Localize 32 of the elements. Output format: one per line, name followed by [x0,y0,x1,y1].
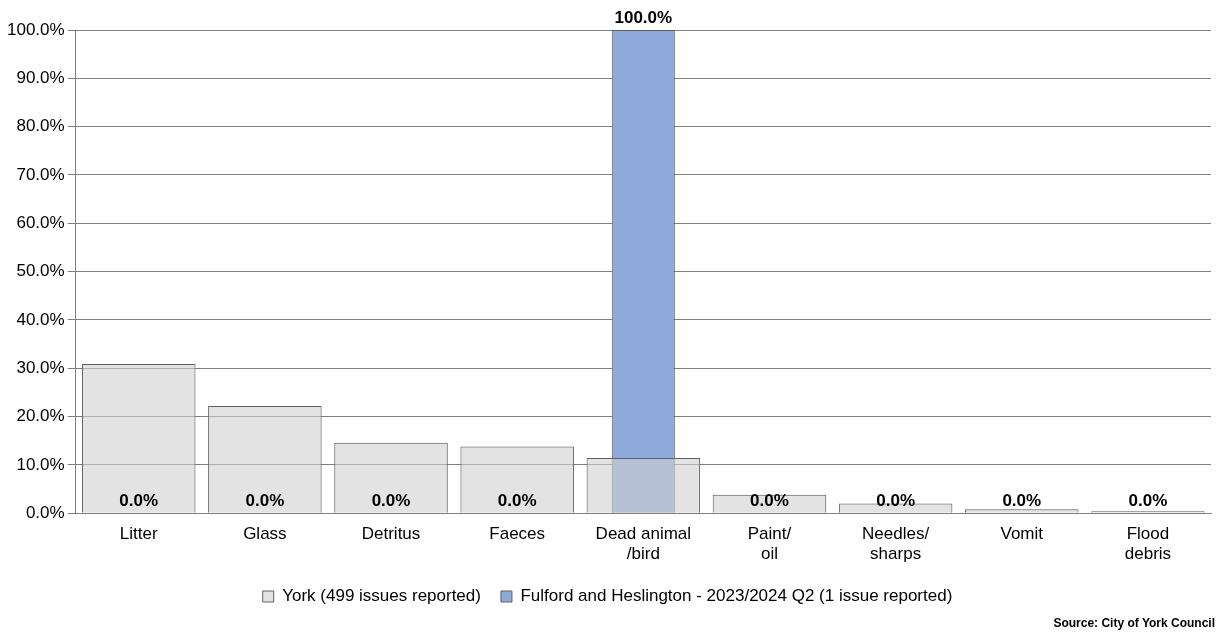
data-label: 0.0% [119,491,159,511]
data-label: 0.0% [497,491,537,511]
y-tick-label: 30.0% [16,357,65,377]
data-label: 0.0% [750,491,789,511]
source-note: Source: City of York Council [1053,616,1215,630]
y-tick-label: 20.0% [16,406,65,426]
legend-label: Fulford and Heslington - 2023/2024 Q2 (1 issue reported) [520,586,953,606]
data-label: 100.0% [614,8,673,28]
x-tick-label: Needles/ sharps [862,524,930,564]
data-label: 0.0% [1128,491,1168,511]
y-tick-label: 70.0% [16,164,65,184]
x-tick-label: Faeces [489,524,546,544]
x-tick-label: Litter [119,524,158,544]
data-label: 0.0% [371,491,411,511]
x-tick-label: Vomit [1000,524,1044,544]
x-tick-label: Dead animal /bird [595,524,692,564]
y-tick-label: 100.0% [6,19,65,39]
x-tick-label: Flood debris [1124,524,1172,564]
x-tick-label: Paint/ oil [747,524,792,564]
x-tick-label: Detritus [361,524,421,544]
x-tick-label: Glass [243,524,287,544]
y-tick-label: 90.0% [16,68,65,88]
y-tick-label: 60.0% [16,212,65,232]
data-label: 0.0% [1002,491,1042,511]
y-tick-label: 50.0% [16,261,65,281]
data-label: 0.0% [245,491,285,511]
y-tick-label: 40.0% [16,309,65,329]
legend-label: York (499 issues reported) [282,586,481,606]
y-tick-label: 0.0% [25,502,65,522]
y-tick-label: 80.0% [16,116,65,136]
y-tick-label: 10.0% [16,454,65,474]
data-label: 0.0% [876,491,915,511]
